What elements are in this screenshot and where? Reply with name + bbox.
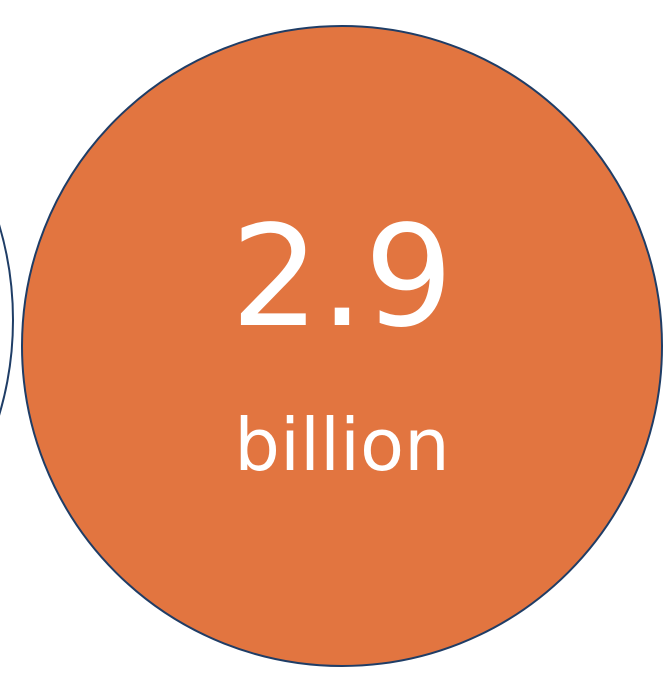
unit-label: billion [234, 403, 450, 487]
value-number-label: 2.9 [230, 196, 454, 359]
left-partial-circle [0, 224, 14, 416]
main-orange-circle [21, 25, 663, 667]
